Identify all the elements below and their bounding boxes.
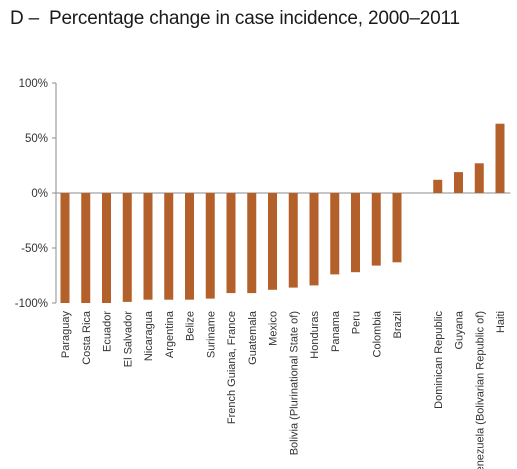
bar-argentina bbox=[164, 193, 174, 300]
bar-honduras bbox=[309, 193, 319, 286]
panel-title-text: Percentage change in case incidence, 200… bbox=[48, 8, 460, 29]
category-label: Ecuador bbox=[102, 311, 114, 352]
category-label: Costa Rica bbox=[81, 310, 93, 365]
category-label: El Salvador bbox=[122, 311, 134, 368]
y-tick-label: -100% bbox=[15, 298, 48, 310]
category-label: Paraguay bbox=[60, 311, 72, 359]
bar-el-salvador bbox=[122, 193, 132, 302]
chart-title: D – Percentage change in case incidence, … bbox=[10, 8, 460, 30]
category-label: Honduras bbox=[309, 311, 321, 359]
bar-peru bbox=[351, 193, 360, 273]
category-labels: Paraguay Costa Rica Ecuador El Salvador Nica… bbox=[60, 310, 507, 469]
category-label: Peru bbox=[351, 311, 363, 334]
bar-panama bbox=[330, 193, 340, 275]
bar-guyana bbox=[454, 172, 463, 193]
category-label: Argentina bbox=[164, 310, 176, 358]
category-label: Venezuela (Bolivarian Republic of) bbox=[474, 311, 486, 469]
category-label: Suriname bbox=[205, 311, 217, 358]
category-label: Panama bbox=[330, 310, 342, 352]
bar-colombia bbox=[371, 193, 381, 266]
bar-belize bbox=[185, 193, 194, 300]
bar-series bbox=[60, 123, 505, 303]
category-label: Belize bbox=[185, 311, 197, 341]
category-label: Nicaragua bbox=[143, 310, 155, 361]
bar-guatemala bbox=[247, 193, 257, 294]
bar-venezuela-bolivarian-republic-of bbox=[474, 163, 484, 193]
y-tick-label: 50% bbox=[25, 133, 48, 145]
bar-suriname bbox=[205, 193, 215, 299]
y-tick-label: 100% bbox=[19, 78, 48, 90]
category-label: Mexico bbox=[268, 311, 280, 346]
bar-nicaragua bbox=[143, 193, 153, 300]
category-label: Bolivia (Plurinational State of) bbox=[288, 311, 300, 455]
y-tick-label: -50% bbox=[21, 243, 48, 255]
category-label: Guyana bbox=[454, 310, 466, 349]
category-label: Brazil bbox=[392, 311, 404, 339]
category-label: Dominican Republic bbox=[433, 311, 445, 409]
category-label: Haiti bbox=[495, 311, 507, 333]
bar-costa-rica bbox=[81, 193, 91, 303]
bar-brazil bbox=[392, 193, 402, 263]
category-label: Colombia bbox=[371, 310, 383, 357]
bar-mexico bbox=[268, 193, 277, 290]
panel-letter: D – bbox=[10, 8, 39, 29]
bar-french-guiana-france bbox=[226, 193, 236, 294]
category-label: Guatemala bbox=[247, 310, 259, 365]
bar-dominican-republic bbox=[433, 179, 443, 193]
bar-haiti bbox=[495, 123, 505, 193]
bar-bolivia-plurinational-state-of bbox=[288, 193, 298, 288]
bar-paraguay bbox=[60, 193, 70, 303]
bar-ecuador bbox=[102, 193, 111, 303]
y-tick-label: 0% bbox=[31, 188, 48, 200]
category-label: French Guiana, France bbox=[226, 311, 238, 424]
y-axis: 100% 50% 0% -50% -100% bbox=[15, 78, 511, 310]
